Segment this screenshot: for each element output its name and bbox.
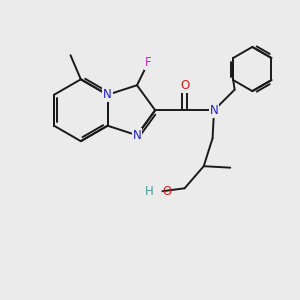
Text: N: N <box>133 129 141 142</box>
Text: H: H <box>145 185 154 198</box>
Text: O: O <box>162 185 172 198</box>
Text: N: N <box>103 88 112 101</box>
Text: N: N <box>210 104 218 117</box>
Text: F: F <box>145 56 152 69</box>
Text: O: O <box>180 79 189 92</box>
